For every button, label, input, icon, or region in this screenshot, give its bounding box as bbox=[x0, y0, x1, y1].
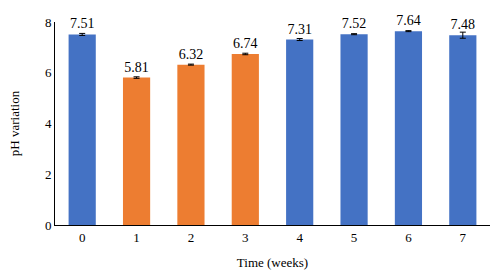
svg-text:6.74: 6.74 bbox=[233, 36, 258, 51]
svg-text:2: 2 bbox=[188, 230, 195, 245]
svg-text:3: 3 bbox=[242, 230, 249, 245]
svg-text:2: 2 bbox=[45, 167, 52, 182]
svg-text:8: 8 bbox=[45, 15, 52, 30]
svg-text:7.51: 7.51 bbox=[70, 16, 95, 31]
svg-text:6: 6 bbox=[405, 230, 412, 245]
svg-text:1: 1 bbox=[133, 230, 140, 245]
svg-text:7.52: 7.52 bbox=[342, 16, 367, 31]
svg-text:5.81: 5.81 bbox=[124, 60, 149, 75]
svg-text:4: 4 bbox=[296, 230, 303, 245]
svg-text:7.48: 7.48 bbox=[451, 17, 476, 32]
svg-text:0: 0 bbox=[45, 218, 52, 233]
svg-text:6: 6 bbox=[45, 65, 52, 80]
svg-text:pH variation: pH variation bbox=[7, 90, 22, 156]
svg-text:5: 5 bbox=[351, 230, 358, 245]
svg-text:7.31: 7.31 bbox=[287, 22, 312, 37]
svg-text:7: 7 bbox=[460, 230, 467, 245]
svg-text:Time (weeks): Time (weeks) bbox=[237, 255, 308, 270]
svg-text:7.64: 7.64 bbox=[396, 13, 421, 28]
svg-text:6.32: 6.32 bbox=[179, 47, 204, 62]
svg-text:4: 4 bbox=[45, 116, 52, 131]
svg-text:0: 0 bbox=[79, 230, 86, 245]
